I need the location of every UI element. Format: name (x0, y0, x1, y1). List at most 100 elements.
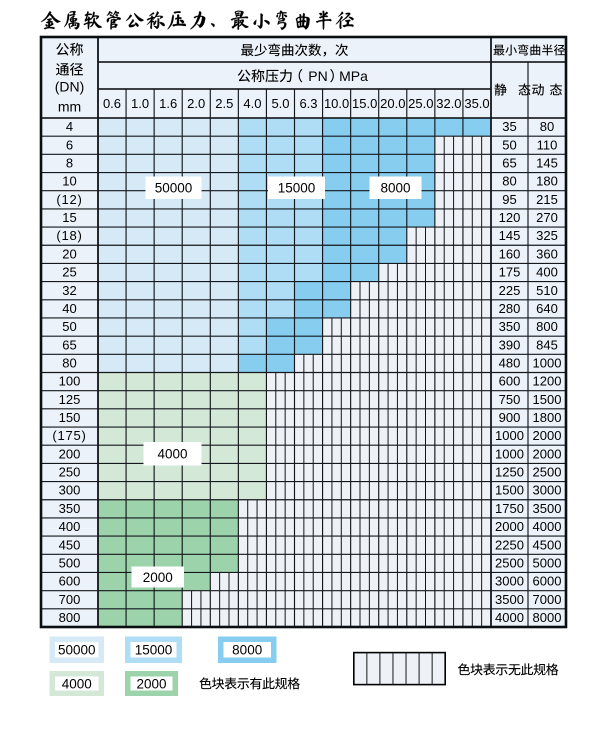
svg-text:100: 100 (59, 374, 81, 389)
svg-text:15000: 15000 (135, 643, 173, 658)
svg-text:6000: 6000 (533, 574, 562, 589)
svg-text:50: 50 (502, 137, 516, 152)
svg-text:175: 175 (499, 265, 521, 280)
svg-text:10: 10 (62, 174, 76, 189)
svg-text:2500: 2500 (533, 465, 562, 480)
svg-text:1.6: 1.6 (159, 96, 177, 111)
svg-text:35.0: 35.0 (464, 96, 489, 111)
svg-text:95: 95 (502, 192, 516, 207)
svg-text:600: 600 (499, 374, 521, 389)
svg-text:215: 215 (536, 192, 558, 207)
svg-text:350: 350 (59, 501, 81, 516)
svg-text:125: 125 (59, 392, 81, 407)
svg-text:2.5: 2.5 (215, 96, 233, 111)
svg-text:145: 145 (499, 228, 521, 243)
svg-text:3000: 3000 (533, 483, 562, 498)
svg-text:4: 4 (66, 119, 73, 134)
svg-text:1200: 1200 (533, 374, 562, 389)
svg-text:80: 80 (540, 119, 554, 134)
svg-text:200: 200 (59, 446, 81, 461)
svg-text:600: 600 (59, 574, 81, 589)
svg-text:6.3: 6.3 (299, 96, 317, 111)
svg-text:2000: 2000 (136, 676, 166, 691)
svg-text:750: 750 (499, 392, 521, 407)
svg-text:1000: 1000 (495, 428, 524, 443)
svg-text:15000: 15000 (278, 181, 316, 196)
svg-text:4500: 4500 (533, 537, 562, 552)
svg-text:450: 450 (59, 537, 81, 552)
svg-text:325: 325 (536, 228, 558, 243)
svg-text:300: 300 (59, 483, 81, 498)
svg-text:3000: 3000 (495, 574, 524, 589)
svg-text:25.0: 25.0 (408, 96, 433, 111)
svg-text:8000: 8000 (380, 181, 410, 196)
svg-text:2250: 2250 (495, 537, 524, 552)
svg-text:2500: 2500 (495, 556, 524, 571)
svg-text:180: 180 (536, 174, 558, 189)
svg-text:40: 40 (62, 301, 76, 316)
svg-text:845: 845 (536, 337, 558, 352)
svg-text:MPa: MPa (339, 68, 368, 84)
svg-text:160: 160 (499, 246, 521, 261)
svg-text:35: 35 (502, 119, 516, 134)
svg-text:4.0: 4.0 (243, 96, 261, 111)
svg-text:390: 390 (499, 337, 521, 352)
svg-text:7000: 7000 (533, 592, 562, 607)
svg-text:120: 120 (499, 210, 521, 225)
svg-text:270: 270 (536, 210, 558, 225)
svg-text:1800: 1800 (533, 410, 562, 425)
svg-text:2000: 2000 (495, 519, 524, 534)
svg-text:20.0: 20.0 (380, 96, 405, 111)
svg-text:1000: 1000 (495, 446, 524, 461)
svg-text:350: 350 (499, 319, 521, 334)
svg-text:4000: 4000 (495, 610, 524, 625)
svg-text:50: 50 (62, 319, 76, 334)
svg-text:2000: 2000 (533, 446, 562, 461)
svg-text:8: 8 (66, 156, 73, 171)
svg-text:800: 800 (536, 319, 558, 334)
svg-text:280: 280 (499, 301, 521, 316)
svg-text:3500: 3500 (495, 592, 524, 607)
svg-text:15: 15 (62, 210, 76, 225)
svg-text:(DN): (DN) (55, 78, 85, 94)
svg-text:10.0: 10.0 (324, 96, 349, 111)
svg-text:480: 480 (499, 356, 521, 371)
svg-text:6: 6 (66, 137, 73, 152)
svg-text:510: 510 (536, 283, 558, 298)
svg-text:32: 32 (62, 283, 76, 298)
svg-text:1250: 1250 (495, 465, 524, 480)
svg-text:80: 80 (502, 174, 516, 189)
svg-text:4000: 4000 (157, 447, 187, 462)
svg-text:500: 500 (59, 556, 81, 571)
svg-text:mm: mm (58, 98, 81, 114)
svg-text:50000: 50000 (155, 181, 193, 196)
svg-text:(12): (12) (56, 192, 82, 207)
svg-text:50000: 50000 (58, 643, 96, 658)
svg-text:2000: 2000 (533, 428, 562, 443)
svg-text:2.0: 2.0 (187, 96, 205, 111)
svg-text:1.0: 1.0 (131, 96, 149, 111)
svg-text:1500: 1500 (495, 483, 524, 498)
svg-text:400: 400 (536, 265, 558, 280)
svg-text:32.0: 32.0 (436, 96, 461, 111)
svg-text:2000: 2000 (143, 570, 173, 585)
svg-text:4000: 4000 (533, 519, 562, 534)
svg-text:8000: 8000 (533, 610, 562, 625)
svg-text:400: 400 (59, 519, 81, 534)
svg-text:1750: 1750 (495, 501, 524, 516)
svg-text:20: 20 (62, 246, 76, 261)
svg-text:250: 250 (59, 465, 81, 480)
svg-text:360: 360 (536, 246, 558, 261)
svg-text:900: 900 (499, 410, 521, 425)
svg-text:150: 150 (59, 410, 81, 425)
svg-text:65: 65 (502, 156, 516, 171)
svg-text:65: 65 (62, 337, 76, 352)
svg-text:8000: 8000 (232, 643, 262, 658)
svg-text:1500: 1500 (533, 392, 562, 407)
svg-text:640: 640 (536, 301, 558, 316)
svg-text:(18): (18) (56, 228, 82, 243)
svg-text:4000: 4000 (62, 676, 92, 691)
svg-text:15.0: 15.0 (352, 96, 377, 111)
svg-text:(175): (175) (52, 428, 86, 443)
svg-text:110: 110 (537, 137, 558, 152)
